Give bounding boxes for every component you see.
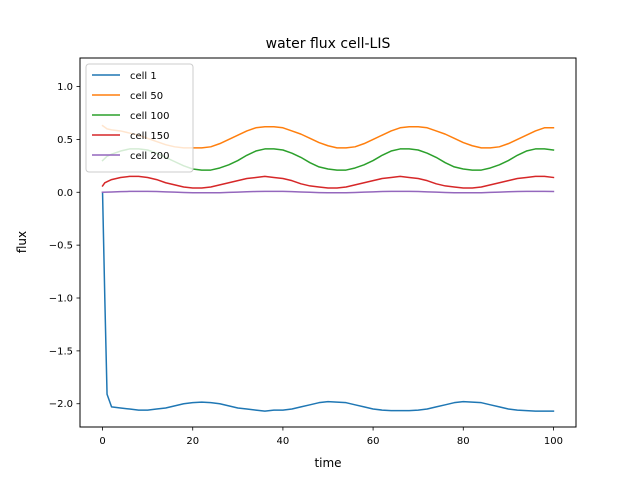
legend-label-1: cell 1 (130, 71, 157, 82)
y-axis: −2.0 −1.5 −1.0 −0.5 0.0 0.5 1.0 (49, 82, 80, 410)
series-line-1 (101, 191, 555, 412)
x-axis-label: time (314, 456, 341, 470)
y-axis-label: flux (15, 231, 29, 253)
y-tick-label: 1.0 (57, 82, 73, 93)
x-tick-label: 80 (457, 436, 470, 447)
legend-label-5: cell 200 (130, 151, 169, 162)
y-tick-label: −0.5 (49, 241, 73, 252)
series-line-5 (101, 190, 555, 194)
plot-area-frame (79, 57, 577, 428)
x-tick-label: 40 (277, 436, 290, 447)
legend-label-4: cell 150 (130, 131, 169, 142)
legend-label-3: cell 100 (130, 111, 169, 122)
y-tick-label: −1.5 (49, 346, 73, 357)
y-tick-label: 0.5 (57, 135, 73, 146)
y-tick-label: 0.0 (57, 188, 73, 199)
x-tick-label: 60 (367, 436, 380, 447)
legend: cell 1 cell 50 cell 100 cell 150 cell 200 (85, 63, 194, 173)
legend-box (85, 63, 194, 173)
y-tick-label: −2.0 (49, 399, 73, 410)
x-axis: 0 20 40 60 80 100 (99, 427, 563, 447)
x-tick-label: 100 (544, 436, 563, 447)
series-line-4 (101, 175, 555, 189)
x-tick-label: 0 (99, 436, 105, 447)
y-tick-label: −1.0 (49, 294, 73, 305)
legend-label-2: cell 50 (130, 91, 163, 102)
x-tick-label: 20 (186, 436, 199, 447)
chart-title: water flux cell-LIS (266, 36, 391, 52)
